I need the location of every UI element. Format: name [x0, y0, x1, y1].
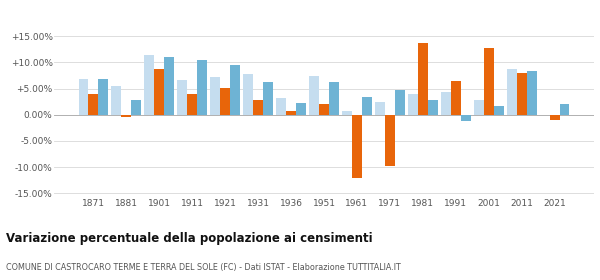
Bar — [164, 57, 174, 115]
Bar — [418, 43, 428, 115]
Bar — [131, 100, 141, 115]
Bar — [375, 102, 385, 115]
Bar — [385, 115, 395, 166]
Bar — [263, 82, 273, 115]
Bar — [253, 100, 263, 115]
Bar — [517, 73, 527, 115]
Bar — [527, 71, 536, 115]
Bar — [395, 90, 405, 115]
Bar — [309, 76, 319, 115]
Bar — [211, 76, 220, 115]
Bar — [220, 88, 230, 115]
Bar — [560, 104, 569, 115]
Bar — [178, 80, 187, 115]
Bar — [550, 115, 560, 120]
Bar — [408, 94, 418, 115]
Bar — [329, 82, 339, 115]
Text: Variazione percentuale della popolazione ai censimenti: Variazione percentuale della popolazione… — [6, 232, 373, 245]
Text: COMUNE DI CASTROCARO TERME E TERRA DEL SOLE (FC) - Dati ISTAT - Elaborazione TUT: COMUNE DI CASTROCARO TERME E TERRA DEL S… — [6, 263, 401, 272]
Bar — [276, 98, 286, 115]
Bar — [484, 48, 494, 115]
Bar — [474, 100, 484, 115]
Bar — [112, 86, 121, 115]
Bar — [507, 69, 517, 115]
Bar — [296, 103, 306, 115]
Bar — [494, 106, 503, 115]
Bar — [352, 115, 362, 178]
Bar — [121, 115, 131, 117]
Bar — [145, 55, 154, 115]
Bar — [451, 81, 461, 115]
Bar — [230, 65, 240, 115]
Bar — [243, 74, 253, 115]
Bar — [187, 94, 197, 115]
Bar — [319, 104, 329, 115]
Bar — [428, 100, 437, 115]
Bar — [362, 97, 372, 115]
Bar — [461, 115, 470, 121]
Bar — [98, 79, 108, 115]
Bar — [342, 111, 352, 115]
Bar — [441, 92, 451, 115]
Bar — [79, 79, 88, 115]
Bar — [154, 69, 164, 115]
Bar — [88, 94, 98, 115]
Bar — [197, 60, 207, 115]
Bar — [286, 111, 296, 115]
